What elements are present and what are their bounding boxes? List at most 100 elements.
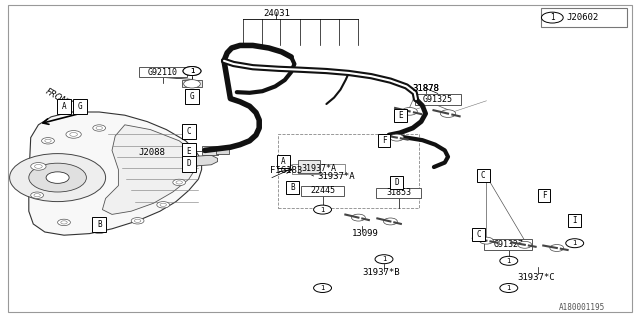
Text: E: E [398, 111, 403, 120]
Bar [139, 67, 187, 77]
Circle shape [31, 163, 46, 170]
Circle shape [160, 203, 166, 206]
Circle shape [34, 194, 40, 197]
Text: 1: 1 [189, 68, 195, 74]
Text: 1: 1 [506, 285, 511, 291]
Circle shape [46, 172, 69, 183]
Text: 31853: 31853 [386, 188, 412, 197]
Circle shape [566, 239, 584, 248]
Text: 1: 1 [189, 68, 195, 74]
Bar [394, 109, 407, 122]
Bar [378, 134, 390, 147]
Text: G91325: G91325 [423, 95, 452, 104]
Polygon shape [189, 155, 218, 166]
Bar [182, 80, 202, 87]
Circle shape [45, 139, 51, 142]
Circle shape [134, 219, 141, 222]
Bar [216, 146, 229, 154]
Text: 13099: 13099 [351, 229, 378, 238]
Circle shape [42, 138, 54, 144]
Text: F: F [541, 191, 547, 200]
Bar [541, 8, 627, 27]
Circle shape [440, 110, 456, 117]
Bar [57, 99, 71, 114]
Text: G91327: G91327 [494, 240, 524, 249]
Circle shape [183, 67, 201, 76]
Circle shape [390, 134, 404, 141]
Text: 31937*A: 31937*A [301, 164, 336, 173]
Text: 31878: 31878 [412, 84, 439, 93]
Bar [277, 155, 290, 168]
Circle shape [31, 192, 44, 198]
Circle shape [479, 237, 493, 244]
Text: E: E [186, 147, 191, 156]
Text: D: D [394, 178, 399, 187]
Bar [292, 164, 345, 174]
Circle shape [10, 154, 106, 202]
Bar [484, 239, 532, 250]
Circle shape [173, 179, 186, 186]
Text: C: C [186, 127, 191, 136]
Circle shape [96, 126, 102, 130]
Circle shape [93, 227, 106, 234]
Circle shape [93, 125, 106, 131]
Text: G: G [77, 102, 83, 111]
Circle shape [314, 205, 332, 214]
Text: B: B [290, 183, 295, 192]
Text: G92110: G92110 [148, 68, 177, 77]
Bar [538, 189, 550, 202]
Bar [477, 169, 490, 182]
Text: J2088: J2088 [138, 148, 165, 156]
Circle shape [70, 132, 77, 136]
Text: A180001195: A180001195 [559, 303, 605, 312]
Circle shape [402, 108, 417, 115]
Circle shape [58, 219, 70, 226]
Text: 31878: 31878 [412, 84, 439, 93]
Bar [202, 146, 218, 155]
Circle shape [314, 284, 332, 292]
Circle shape [500, 284, 518, 292]
Circle shape [35, 164, 42, 168]
Bar [298, 160, 320, 173]
Bar [568, 214, 581, 227]
Bar [376, 188, 421, 198]
Bar [73, 99, 87, 114]
Text: J20602: J20602 [566, 13, 598, 22]
Circle shape [131, 218, 144, 224]
Circle shape [66, 131, 81, 138]
Text: 22445: 22445 [310, 186, 335, 195]
Circle shape [518, 241, 532, 248]
Bar [301, 186, 344, 196]
Text: C: C [476, 230, 481, 239]
Text: A: A [281, 157, 286, 166]
Text: C: C [481, 171, 486, 180]
Polygon shape [102, 125, 197, 214]
Text: F: F [381, 136, 387, 145]
Text: 1: 1 [572, 240, 577, 246]
Text: B: B [97, 220, 102, 229]
Circle shape [351, 214, 365, 221]
Circle shape [183, 67, 201, 76]
Circle shape [383, 218, 397, 225]
Circle shape [61, 221, 67, 224]
Text: 24031: 24031 [263, 9, 290, 18]
Bar [182, 156, 196, 172]
Text: A: A [61, 102, 67, 111]
Bar [278, 134, 419, 208]
Circle shape [541, 12, 563, 23]
Bar [185, 89, 199, 104]
Bar [182, 143, 196, 159]
Text: 31937*C: 31937*C [518, 273, 555, 282]
Bar [182, 124, 196, 139]
Circle shape [500, 256, 518, 265]
Circle shape [96, 229, 102, 232]
Circle shape [186, 81, 198, 86]
Circle shape [184, 80, 200, 88]
Text: D: D [186, 159, 191, 168]
Text: 31937*A: 31937*A [317, 172, 355, 180]
Bar [472, 228, 485, 241]
Text: 31937*B: 31937*B [363, 268, 400, 277]
Text: 1: 1 [506, 258, 511, 264]
Circle shape [157, 202, 170, 208]
Bar [390, 176, 403, 189]
